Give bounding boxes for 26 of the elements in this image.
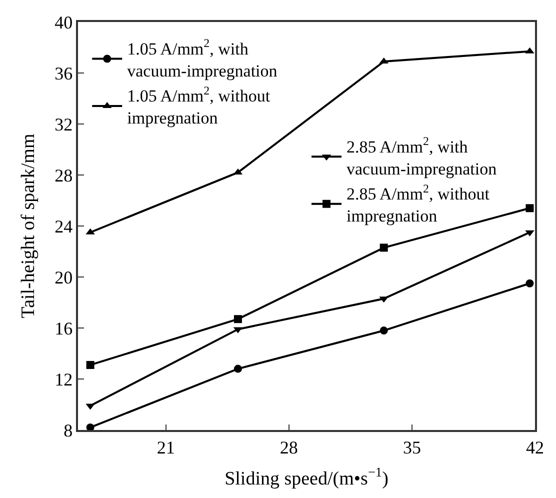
y-tick-label: 36 bbox=[54, 63, 73, 84]
x-tick-label: 42 bbox=[526, 437, 544, 458]
point bbox=[234, 364, 242, 373]
x-tick-label: 28 bbox=[280, 437, 298, 458]
y-tick-label: 24 bbox=[54, 216, 73, 236]
legend-label: 1.05 A/mm$^{2}$, without impregnation bbox=[127, 83, 270, 128]
y-tick-label: 12 bbox=[54, 369, 73, 390]
y-tick-label: 32 bbox=[54, 114, 73, 134]
y-tick-label: 40 bbox=[54, 12, 73, 32]
legend-label: 2.85 A/mm$^{2}$, with vacuum-impregnation bbox=[346, 134, 498, 178]
point bbox=[380, 244, 388, 252]
point bbox=[526, 204, 534, 212]
y-tick-label: 16 bbox=[54, 318, 73, 338]
x-axis-title: Sliding speed/(m•s$^{−1}$) bbox=[224, 464, 388, 490]
point bbox=[234, 315, 242, 324]
point bbox=[526, 279, 534, 288]
legend-label: 1.05 A/mm$^{2}$, with vacuum-impregnation bbox=[127, 36, 278, 80]
y-tick-label: 20 bbox=[54, 267, 73, 288]
x-tick-label: 35 bbox=[402, 437, 421, 458]
point bbox=[86, 360, 94, 369]
y-axis-title: Tail-height of spark/mm bbox=[18, 134, 39, 318]
legend-label: 2.85 A/mm$^{2}$, without impregnation bbox=[346, 181, 490, 226]
y-tick-label: 8 bbox=[64, 420, 73, 440]
x-tick-label: 21 bbox=[156, 437, 175, 458]
point bbox=[380, 326, 388, 335]
y-tick-label: 28 bbox=[54, 165, 73, 186]
